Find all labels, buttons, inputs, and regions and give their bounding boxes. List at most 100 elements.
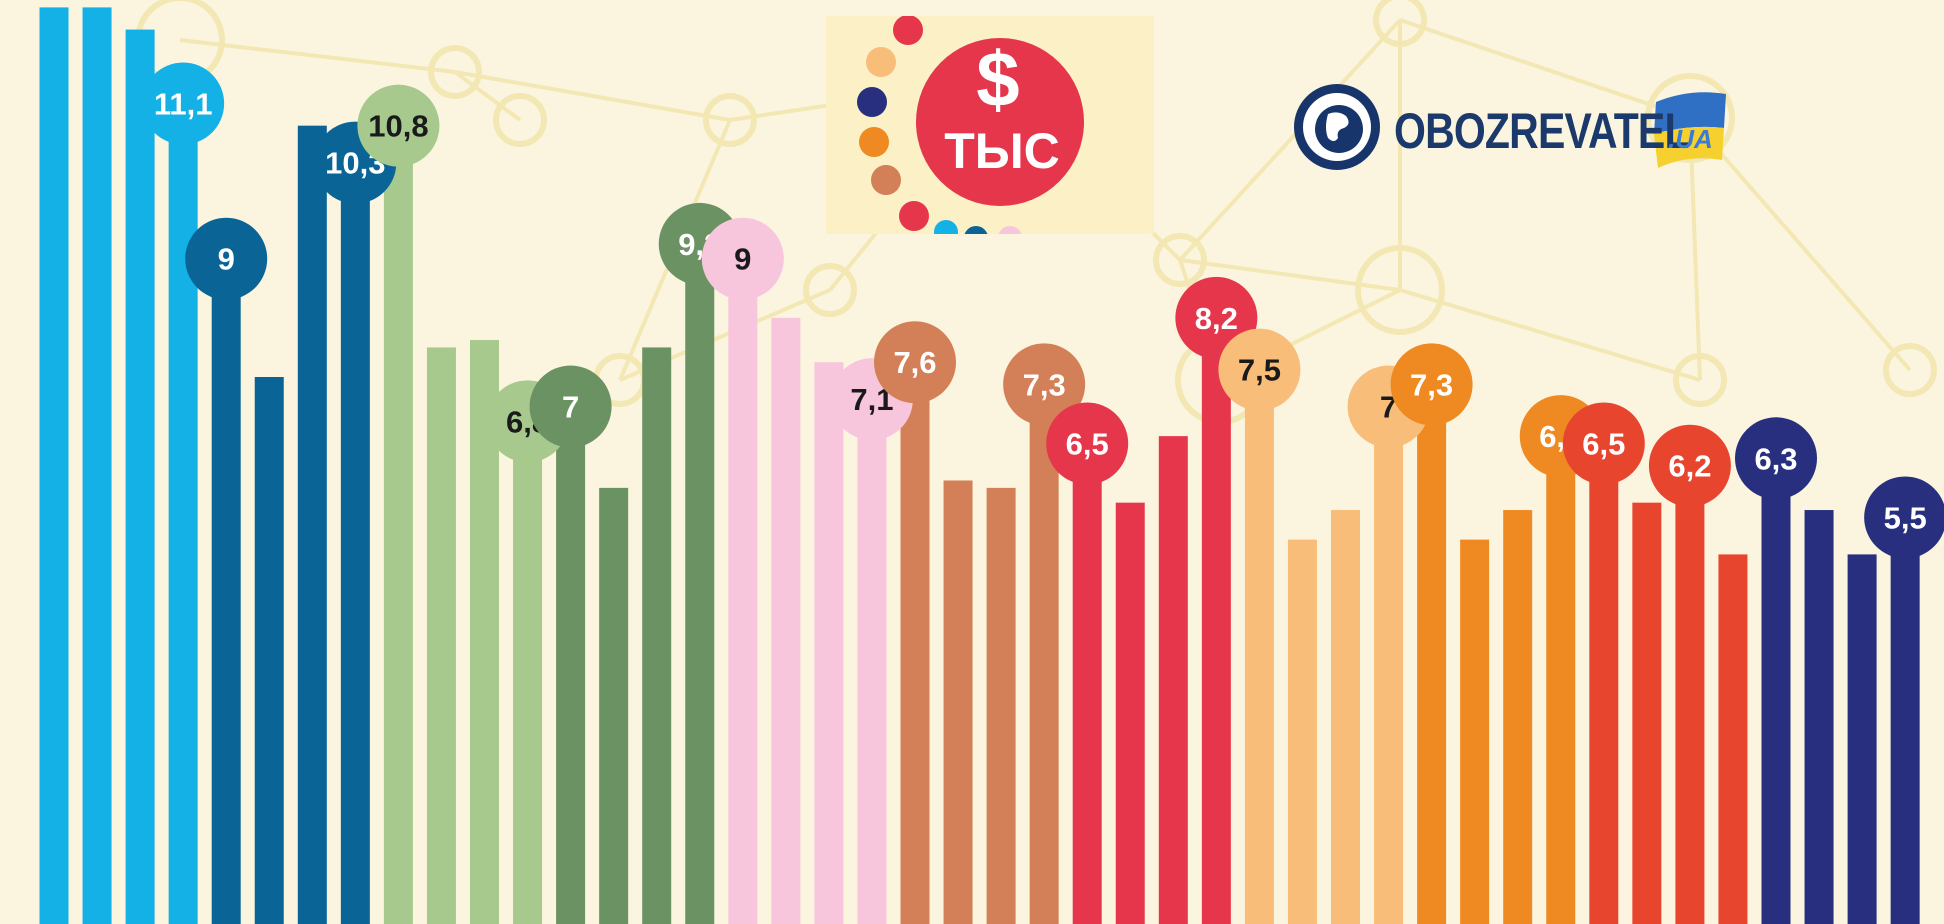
bar-42 [1804, 510, 1834, 924]
value-marker-41 [1735, 417, 1817, 500]
value-marker-24 [1003, 343, 1086, 426]
bar-23 [986, 487, 1016, 924]
value-marker-44 [1864, 476, 1944, 559]
bar-10 [426, 347, 456, 924]
unit-label: ТЫС [944, 123, 1060, 179]
bar-29 [1244, 369, 1274, 924]
bar-32 [1374, 406, 1404, 924]
value-label-32: 7 [1380, 390, 1397, 425]
value-marker-17 [701, 217, 784, 300]
bar-19 [814, 362, 844, 924]
bar-26 [1115, 502, 1145, 924]
logo-suffix: .UA [1668, 124, 1713, 154]
bar-6 [254, 376, 284, 924]
bar-22 [943, 480, 973, 924]
network-node [803, 263, 857, 317]
value-marker-9 [357, 84, 440, 167]
network-node [1373, 0, 1427, 47]
value-label-24: 7,3 [1023, 367, 1066, 402]
bar-40 [1718, 554, 1748, 924]
bar-16 [685, 243, 715, 924]
bar-18 [771, 317, 801, 924]
bar-21 [900, 362, 930, 924]
bar-12 [513, 421, 543, 924]
bar-3 [125, 29, 155, 924]
value-label-4: 11,1 [154, 86, 213, 121]
bar-14 [599, 487, 629, 924]
value-marker-37 [1562, 402, 1645, 485]
bar-34 [1460, 539, 1490, 924]
bar-39 [1675, 465, 1705, 924]
value-label-39: 6,2 [1668, 449, 1711, 484]
bar-7 [297, 125, 327, 924]
bar-25 [1072, 443, 1102, 924]
bar-28 [1201, 317, 1231, 924]
bar-13 [556, 406, 586, 924]
network-node [428, 45, 482, 99]
network-node [1883, 343, 1937, 397]
ukraine-flag-brush [1654, 92, 1726, 168]
bar-5 [211, 258, 241, 924]
bar-41 [1761, 458, 1791, 924]
network-line [1399, 18, 1691, 120]
value-label-41: 6,3 [1754, 441, 1797, 476]
network-node [1645, 73, 1735, 163]
value-label-33: 7,3 [1410, 367, 1453, 402]
network-node [493, 93, 547, 147]
value-marker-4 [142, 62, 225, 145]
network-node [703, 93, 757, 147]
brand-logo[interactable]: OBOZREVATEL .UA [1294, 84, 1734, 174]
bar-31 [1331, 510, 1360, 924]
bar-2 [82, 7, 112, 924]
bars-layer [39, 7, 1920, 924]
value-marker-39 [1648, 424, 1731, 507]
value-label-21: 7,6 [893, 345, 936, 380]
value-marker-29 [1218, 328, 1301, 411]
bar-43 [1847, 554, 1877, 924]
bar-27 [1158, 436, 1188, 924]
bar-8 [340, 162, 370, 924]
network-line [1179, 258, 1401, 292]
bar-38 [1632, 502, 1662, 924]
bar-36 [1546, 436, 1576, 924]
bar-37 [1589, 443, 1619, 924]
network-line [1178, 18, 1402, 262]
bar-33 [1417, 384, 1447, 924]
value-marker-21 [874, 321, 956, 404]
value-marker-25 [1046, 402, 1129, 485]
bar-30 [1287, 539, 1317, 924]
value-label-9: 10,8 [368, 109, 428, 144]
value-label-13: 7 [562, 390, 579, 425]
value-label-5: 9 [218, 242, 235, 277]
value-label-17: 9 [734, 242, 751, 277]
value-label-37: 6,5 [1582, 427, 1625, 462]
value-marker-13 [529, 365, 612, 448]
bar-9 [383, 125, 413, 924]
bar-15 [642, 347, 672, 924]
globe-icon [1294, 84, 1380, 170]
network-line [1399, 288, 1701, 382]
value-marker-33 [1390, 343, 1473, 426]
bar-4 [168, 103, 198, 924]
value-label-25: 6,5 [1066, 427, 1109, 462]
unit-circle [916, 38, 1084, 206]
dollar-sign: $ [976, 35, 1019, 123]
network-node [1673, 353, 1727, 407]
network-line [179, 38, 456, 74]
network-line [453, 70, 522, 122]
value-label-29: 7,5 [1238, 353, 1281, 388]
bar-44 [1890, 517, 1920, 924]
network-line [1688, 116, 1912, 372]
bar-20 [857, 399, 887, 924]
network-line [454, 70, 731, 122]
bar-24 [1029, 384, 1059, 924]
network-node [1355, 245, 1445, 335]
bar-35 [1503, 510, 1533, 924]
value-label-44: 5,5 [1884, 500, 1927, 535]
bar-1 [39, 7, 69, 924]
network-node [1153, 233, 1207, 287]
value-marker-5 [185, 217, 268, 300]
